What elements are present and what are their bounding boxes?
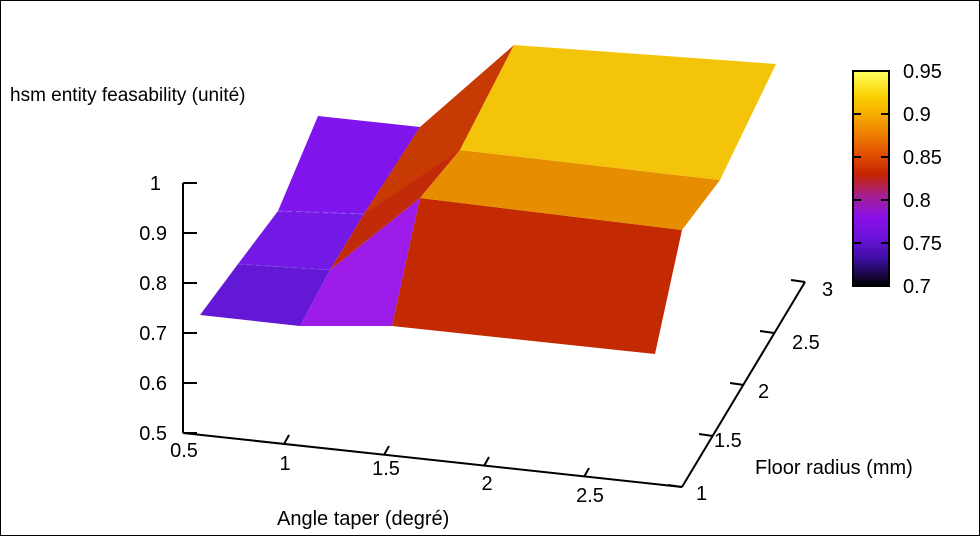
- surface-patch: [200, 264, 330, 326]
- colorbar-tick-label: 0.8: [903, 190, 931, 212]
- tick-marks: [183, 182, 806, 488]
- colorbar-tick-label: 0.85: [903, 147, 942, 169]
- x-axis-label: Angle taper (degré): [277, 508, 449, 530]
- y-tick-label: 1.5: [714, 430, 742, 452]
- y-tick-labels: 1 1.5 2 2.5 3: [696, 279, 833, 505]
- y-tick-mark: [667, 484, 683, 488]
- y-tick-mark: [759, 330, 775, 334]
- surface: [200, 45, 776, 354]
- z-tick-labels: 0.5 0.6 0.7 0.8 0.9 1: [139, 173, 167, 445]
- z-tick-label: 1: [150, 173, 161, 195]
- colorbar-tick-label: 0.7: [903, 276, 931, 298]
- x-tick-mark: [583, 467, 590, 478]
- surface-patch: [364, 45, 514, 214]
- surface-patch: [300, 198, 420, 326]
- z-axis-label: hsm entity feasability (unité): [10, 85, 246, 106]
- y-axis-label: Floor radius (mm): [755, 457, 913, 479]
- x-tick-label: 2: [481, 473, 492, 495]
- y-tick-mark: [790, 279, 806, 283]
- y-tick-label: 2.5: [792, 332, 820, 354]
- z-tick-label: 0.5: [139, 423, 167, 445]
- y-tick-label: 2: [758, 381, 769, 403]
- z-tick-label: 0.6: [139, 373, 167, 395]
- z-tick-label: 0.7: [139, 323, 167, 345]
- z-tick-label: 0.9: [139, 223, 167, 245]
- x-tick-labels: 0.5 1 1.5 2 2.5: [170, 440, 604, 507]
- x-tick-label: 1: [279, 453, 290, 475]
- x-tick-mark: [483, 456, 490, 467]
- y-tick-mark: [729, 382, 745, 386]
- colorbar-gradient: [852, 70, 890, 287]
- colorbar-tick-label: 0.9: [903, 104, 931, 126]
- surface-patch: [238, 211, 364, 270]
- surface-patch: [460, 45, 776, 180]
- y-tick-label: 3: [822, 279, 833, 301]
- x-tick-mark: [383, 445, 390, 456]
- x-tick-label: 0.5: [170, 440, 198, 462]
- colorbar: 0.7 0.75 0.8 0.85 0.9 0.95: [852, 61, 942, 298]
- x-tick-label: 1.5: [372, 458, 400, 480]
- x-axis-line: [182, 432, 683, 488]
- x-tick-label: 2.5: [576, 485, 604, 507]
- surface-patch: [278, 116, 420, 214]
- colorbar-tick-label: 0.75: [903, 233, 942, 255]
- y-tick-mark: [698, 433, 714, 437]
- surface-patch: [392, 198, 682, 354]
- z-tick-label: 0.8: [139, 273, 167, 295]
- colorbar-ticks: [853, 70, 889, 287]
- colorbar-tick-label: 0.95: [903, 61, 942, 83]
- surface-patch: [420, 150, 720, 230]
- colorbar-tick-labels: 0.7 0.75 0.8 0.85 0.9 0.95: [903, 61, 942, 298]
- y-tick-label: 1: [696, 483, 707, 505]
- x-tick-mark: [283, 434, 290, 445]
- surface-gridline: [237, 263, 331, 271]
